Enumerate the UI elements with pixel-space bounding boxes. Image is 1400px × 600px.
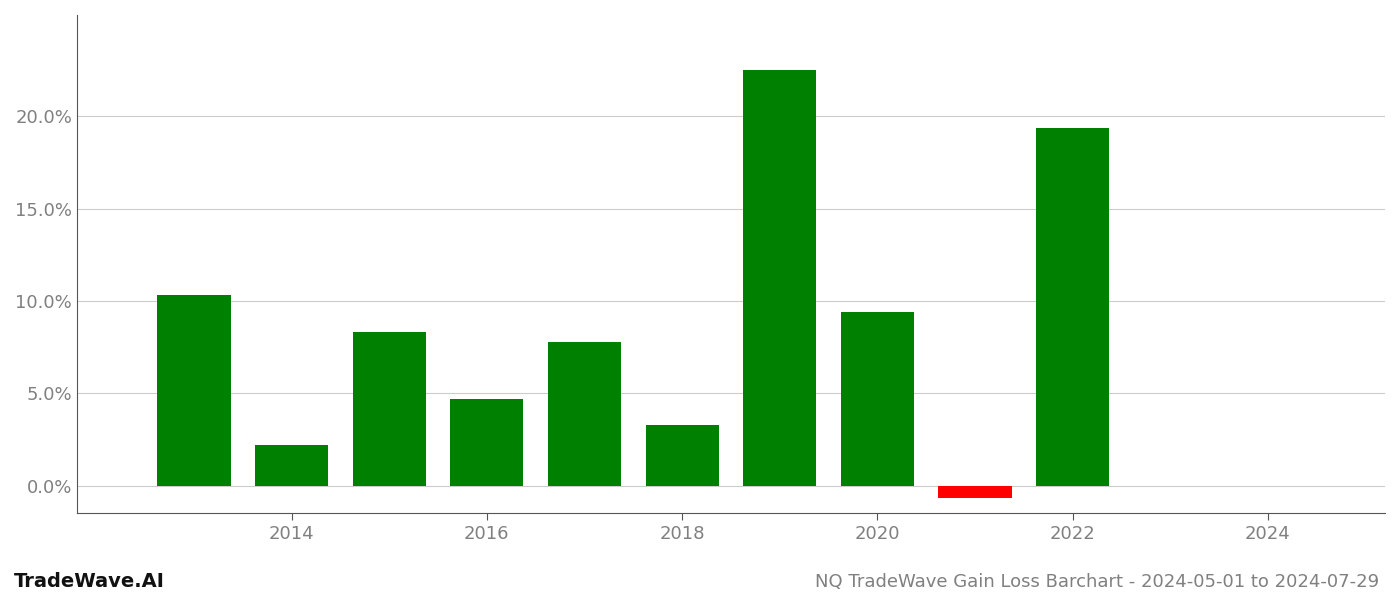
Text: TradeWave.AI: TradeWave.AI	[14, 572, 165, 591]
Bar	[451, 399, 524, 485]
Bar	[645, 425, 718, 485]
Bar	[841, 312, 914, 485]
Bar	[547, 341, 622, 485]
Bar	[743, 70, 816, 485]
Bar	[938, 485, 1012, 499]
Bar	[255, 445, 328, 485]
Text: NQ TradeWave Gain Loss Barchart - 2024-05-01 to 2024-07-29: NQ TradeWave Gain Loss Barchart - 2024-0…	[815, 573, 1379, 591]
Bar	[1036, 128, 1109, 485]
Bar	[157, 295, 231, 485]
Bar	[353, 332, 426, 485]
